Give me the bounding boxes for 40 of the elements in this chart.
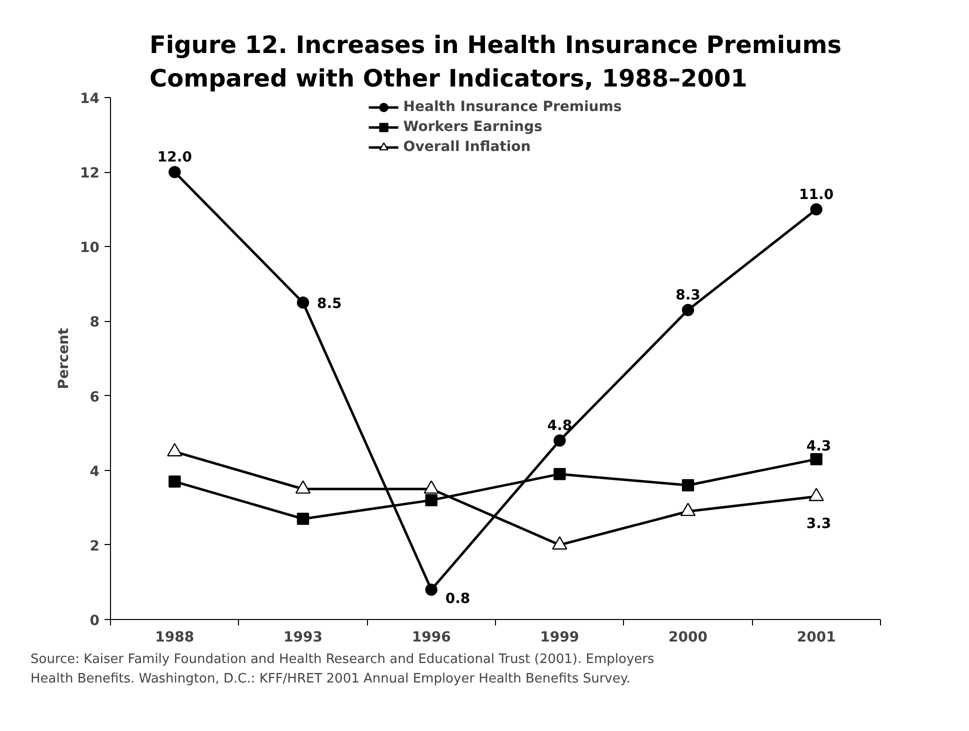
- data-label: 12.0: [157, 150, 192, 166]
- y-tick-label: 0: [90, 613, 100, 629]
- y-axis-title: Percent: [56, 328, 72, 390]
- y-tick-label: 6: [90, 389, 100, 406]
- point: [425, 584, 438, 596]
- x-tick-label: 2000: [668, 630, 708, 646]
- point: [168, 166, 181, 178]
- source-note: Source: Kaiser Family Foundation and Health Research and Educational Trust (2001). Employers Health Benefits. Washington, D.C.: KFF/HRET 2001 Annual Employer Health Benefits Survey.: [30, 652, 654, 686]
- x-tick-label: 1993: [284, 630, 322, 646]
- data-label: 4.3: [806, 438, 832, 455]
- data-label: 4.8: [547, 418, 572, 434]
- point: [810, 453, 822, 466]
- point: [425, 494, 438, 506]
- x-tick-label: 1999: [540, 630, 580, 646]
- legend-label: Health Insurance Premiums: [403, 99, 622, 115]
- data-label: 8.5: [317, 296, 342, 312]
- legend-label: Workers Earnings: [403, 119, 542, 135]
- y-tick-label: 4: [90, 464, 100, 480]
- y-tick-label: 14: [80, 91, 100, 107]
- data-label: 0.8: [445, 591, 470, 608]
- y-tick-label: 10: [80, 240, 100, 256]
- point: [810, 203, 822, 216]
- point: [296, 296, 310, 309]
- x-tick-label: 1988: [155, 630, 194, 646]
- point: [554, 434, 566, 447]
- point: [682, 304, 694, 316]
- x-tick-label: 2001: [796, 630, 836, 646]
- y-tick-label: 12: [80, 166, 100, 182]
- y-tick-label: 8: [90, 314, 100, 331]
- chart-title: Figure 12. Increases in Health Insurance Premiums Compared with Other Indicators, 1988–2001: [149, 30, 842, 92]
- data-label: 3.3: [806, 516, 832, 532]
- data-label: 11.0: [799, 186, 834, 203]
- y-tick-label: 2: [90, 538, 100, 554]
- point: [296, 512, 310, 525]
- x-tick-label: 1996: [412, 630, 451, 646]
- legend-label: Overall Inflation: [403, 139, 531, 155]
- point: [554, 468, 566, 480]
- point: [168, 475, 181, 488]
- point: [682, 479, 694, 492]
- data-label: 8.3: [676, 288, 700, 304]
